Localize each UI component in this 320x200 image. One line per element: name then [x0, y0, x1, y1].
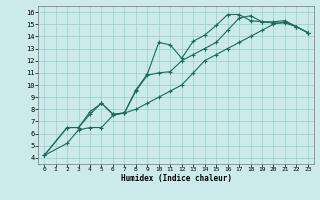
X-axis label: Humidex (Indice chaleur): Humidex (Indice chaleur): [121, 174, 231, 183]
